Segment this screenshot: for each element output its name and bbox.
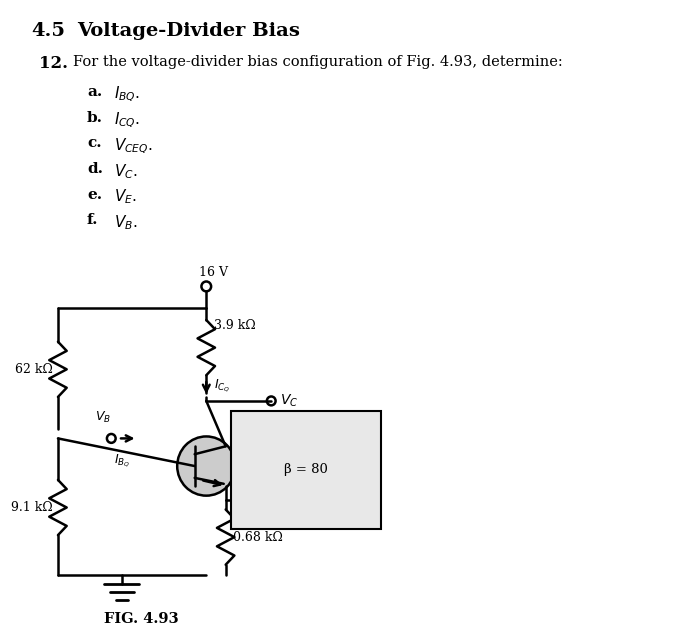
Text: FIG. 4.93: FIG. 4.93 [104,612,178,626]
Text: $I_{CQ}.$: $I_{CQ}.$ [114,111,140,130]
Text: b.: b. [87,111,103,125]
Text: $V_E.$: $V_E.$ [114,188,137,206]
Text: $I_{C_Q}$: $I_{C_Q}$ [214,378,230,394]
Text: $V_B.$: $V_B.$ [114,213,138,232]
Text: $V_C$: $V_C$ [280,392,298,409]
Text: $I_{B_Q}$: $I_{B_Q}$ [114,452,130,469]
Text: $V_B$: $V_B$ [94,410,111,425]
Text: e.: e. [87,188,102,202]
Text: d.: d. [87,162,103,176]
Text: +: + [240,441,252,455]
Text: 9.1 kΩ: 9.1 kΩ [11,501,53,514]
Text: β = 80: β = 80 [284,464,328,476]
Text: 3.9 kΩ: 3.9 kΩ [214,319,256,333]
Text: For the voltage-divider bias configuration of Fig. 4.93, determine:: For the voltage-divider bias configurati… [74,55,564,69]
Circle shape [177,436,235,496]
Text: 4.5: 4.5 [31,22,65,40]
Text: $V_{CE_Q}$: $V_{CE_Q}$ [240,462,267,478]
Text: 0.68 kΩ: 0.68 kΩ [233,531,284,543]
Text: $I_{BQ}.$: $I_{BQ}.$ [114,85,140,104]
Text: a.: a. [87,85,102,99]
Text: $V_C.$: $V_C.$ [114,162,138,181]
Text: $V_{CEQ}.$: $V_{CEQ}.$ [114,136,153,155]
Text: −: − [238,489,252,506]
Text: Voltage-Divider Bias: Voltage-Divider Bias [77,22,300,40]
Text: f.: f. [87,213,99,227]
Text: 62 kΩ: 62 kΩ [15,363,53,376]
Text: 16 V: 16 V [199,266,228,278]
Text: 12.: 12. [38,55,68,73]
Text: c.: c. [87,136,101,150]
Text: $V_E$: $V_E$ [288,491,305,508]
